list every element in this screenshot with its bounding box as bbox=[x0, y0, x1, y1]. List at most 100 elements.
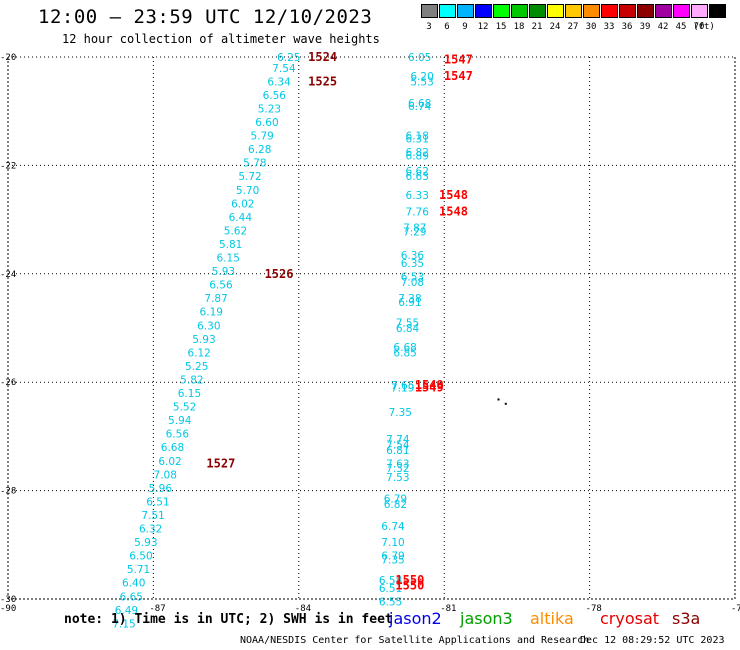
swh-value-east: 6.68 bbox=[393, 342, 416, 354]
swh-value-east: 7.74 bbox=[386, 434, 410, 446]
swh-value-east: 6.89 bbox=[406, 151, 429, 163]
legend-swatch bbox=[547, 4, 564, 18]
swh-value-west: 5.25 bbox=[185, 361, 208, 373]
lat-tick-label: -30 bbox=[0, 595, 16, 605]
swh-value-east: 6.53 bbox=[401, 272, 424, 284]
swh-value-east: 7.29 bbox=[403, 227, 426, 239]
swh-value-west: 5.81 bbox=[219, 239, 242, 251]
swh-value-east: 6.31 bbox=[406, 133, 429, 145]
swh-value-west: 6.51 bbox=[146, 496, 169, 508]
pass-number: 1550 bbox=[395, 578, 424, 592]
swh-value-east: 6.74 bbox=[408, 101, 432, 113]
swh-value-east: 7.65 bbox=[391, 380, 414, 392]
pass-number: 1547 bbox=[444, 69, 473, 83]
legend-unit: (ft) bbox=[693, 22, 715, 32]
legend-swatch bbox=[655, 4, 672, 18]
swh-value-east: 7.35 bbox=[389, 407, 412, 419]
lon-tick-label: -90 bbox=[0, 604, 16, 614]
swh-value-east: 7.53 bbox=[386, 472, 409, 484]
swh-value-west: 6.02 bbox=[231, 198, 254, 210]
swh-value-west: 5.79 bbox=[250, 131, 273, 143]
swh-value-west: 6.30 bbox=[197, 320, 220, 332]
legend-label: 9 bbox=[462, 22, 468, 32]
legend-swatch bbox=[601, 4, 618, 18]
swh-value-east: 6.63 bbox=[406, 171, 429, 183]
legend-label: 27 bbox=[567, 22, 579, 32]
swh-value-west: 6.32 bbox=[139, 524, 162, 536]
swh-value-west: 6.12 bbox=[187, 347, 210, 359]
swh-value-west: 5.62 bbox=[224, 225, 247, 237]
swh-value-east: 7.08 bbox=[401, 277, 424, 289]
swh-value-east: 6.81 bbox=[386, 445, 409, 457]
legend-swatch bbox=[529, 4, 546, 18]
legend-swatch bbox=[475, 4, 492, 18]
lon-tick-label: -78 bbox=[586, 604, 602, 614]
swh-value-east: 6.82 bbox=[406, 147, 429, 159]
swh-value-east: 7.76 bbox=[406, 206, 430, 218]
legend-swatch bbox=[565, 4, 582, 18]
swh-value-east: 7.10 bbox=[381, 537, 404, 549]
lat-tick-label: -20 bbox=[0, 53, 16, 63]
swh-value-east: 6.74 bbox=[381, 521, 405, 533]
lon-tick-label: -87 bbox=[149, 604, 165, 614]
satellite-label-cryosat: cryosat bbox=[600, 609, 660, 628]
swh-value-west: 6.50 bbox=[129, 551, 152, 563]
swh-value-east: 6.58 bbox=[379, 575, 402, 587]
legend-swatch bbox=[691, 4, 708, 18]
legend-label: 21 bbox=[531, 22, 543, 32]
satellite-label-jason3: jason3 bbox=[460, 609, 513, 628]
pass-number: 1524 bbox=[308, 50, 337, 64]
swh-value-west: 6.60 bbox=[255, 117, 278, 129]
pass-number: 1549 bbox=[415, 378, 444, 392]
satellite-label-jason2: jason2 bbox=[389, 609, 442, 628]
swh-value-east: 7.19 bbox=[391, 383, 414, 395]
swh-value-west: 6.19 bbox=[200, 307, 223, 319]
swh-value-west: 7.51 bbox=[141, 510, 164, 522]
swh-value-west: 6.49 bbox=[115, 605, 138, 617]
pass-number: 1527 bbox=[206, 457, 235, 471]
satellite-label-s3a: s3a bbox=[672, 609, 701, 628]
legend-label: 30 bbox=[585, 22, 597, 32]
legend-label: 15 bbox=[495, 22, 507, 32]
swh-value-west: 6.65 bbox=[120, 591, 143, 603]
swh-value-east: 6.62 bbox=[406, 166, 429, 178]
swh-value-west: 6.34 bbox=[267, 76, 291, 88]
swh-value-west: 5.93 bbox=[192, 334, 215, 346]
swh-value-east: 6.36 bbox=[401, 250, 425, 262]
legend-label: 3 bbox=[426, 22, 432, 32]
pass-number: 1548 bbox=[439, 188, 468, 202]
swh-value-west: 6.15 bbox=[178, 388, 201, 400]
swh-value-west: 5.96 bbox=[149, 483, 173, 495]
legend-label: 6 bbox=[444, 22, 450, 32]
swh-value-west: 7.87 bbox=[204, 293, 227, 305]
pass-number: 1547 bbox=[444, 53, 473, 67]
swh-value-east: 6.84 bbox=[396, 323, 420, 335]
legend-label: 33 bbox=[603, 22, 615, 32]
map-frame bbox=[7, 56, 736, 600]
swh-value-west: 6.15 bbox=[217, 253, 240, 265]
swh-value-west: 6.68 bbox=[161, 442, 184, 454]
swh-value-west: 7.54 bbox=[272, 63, 296, 75]
legend-label: 36 bbox=[621, 22, 633, 32]
swh-value-east: 7.38 bbox=[398, 293, 421, 305]
swh-value-west: 6.56 bbox=[166, 429, 190, 441]
legend-swatch bbox=[457, 4, 474, 18]
swh-value-west: 5.70 bbox=[236, 185, 259, 197]
swh-value-east: 6.91 bbox=[398, 297, 421, 309]
swh-value-east: 6.35 bbox=[401, 258, 424, 270]
legend-swatch bbox=[493, 4, 510, 18]
lat-tick-label: -24 bbox=[0, 270, 16, 280]
swh-value-west: 6.02 bbox=[158, 456, 181, 468]
legend-swatch bbox=[421, 4, 438, 18]
pass-number: 1550 bbox=[395, 573, 424, 587]
stray-mark bbox=[497, 398, 500, 401]
lon-tick-label: -75 bbox=[731, 604, 740, 614]
pass-number: 1525 bbox=[308, 74, 337, 88]
footer-credit: NOAA/NESDIS Center for Satellite Applica… bbox=[240, 635, 590, 646]
swh-value-west: 5.82 bbox=[180, 374, 203, 386]
swh-value-east: 6.33 bbox=[406, 190, 429, 202]
pass-number: 1548 bbox=[439, 204, 468, 218]
swh-value-west: 5.78 bbox=[243, 158, 266, 170]
legend-swatch bbox=[619, 4, 636, 18]
